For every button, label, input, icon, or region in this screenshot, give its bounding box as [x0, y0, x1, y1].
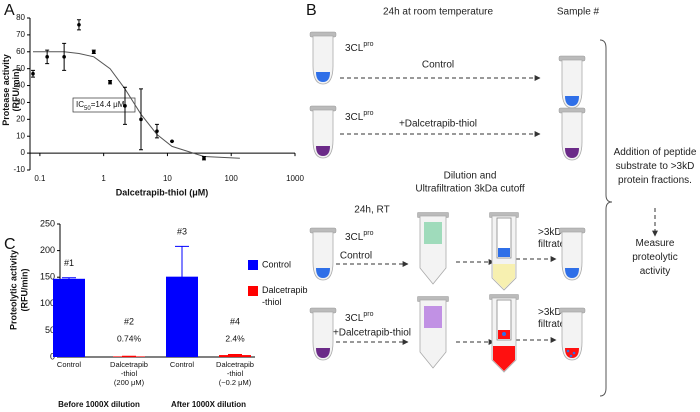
x-tick-label: 0.1	[34, 174, 46, 183]
data-point	[91, 49, 96, 54]
legend-swatch	[248, 286, 258, 296]
y-tick-label: 10	[16, 131, 25, 140]
y-tick-label: 100	[40, 298, 55, 308]
percent-label: 0.74%	[117, 333, 142, 343]
panel-label: B	[306, 2, 317, 19]
fraction-label: >3kD-filtrate	[538, 227, 566, 250]
x-tick-label: 1000	[286, 174, 304, 183]
y-axis-title: Protease activity(RFU/min)	[1, 54, 21, 126]
data-point	[45, 55, 49, 59]
filtrate	[493, 346, 515, 371]
y-tick-label: 60	[16, 47, 25, 56]
liquid	[565, 268, 579, 278]
y-tick-label: 80	[16, 13, 25, 22]
legend-label: Dalcetrapib -thiol	[262, 285, 308, 307]
step-label: Addition of peptide substrate to >3kD prot…	[614, 147, 697, 186]
fraction-label: >3kD-filtrate	[538, 307, 566, 330]
data-point	[62, 55, 66, 59]
enzyme-label: 3CLpro	[345, 110, 374, 122]
liquid	[565, 96, 579, 106]
y-tick-label: 50	[16, 64, 25, 73]
liquid	[316, 268, 330, 278]
data-point	[202, 156, 206, 160]
error-bar	[62, 277, 76, 281]
bar-label: #3	[177, 227, 187, 237]
y-tick-label: 70	[16, 30, 25, 39]
y-tick-label: 50	[45, 325, 55, 335]
x-tick-label: 10	[163, 174, 172, 183]
bar-label: #4	[230, 316, 240, 326]
y-tick-label: 20	[16, 114, 25, 123]
enzyme-label: 3CLpro	[345, 41, 374, 53]
x-tick-label: Dalcetrapib -thiol (200 μM)	[110, 360, 148, 387]
error-bar	[228, 354, 242, 357]
panel-c: C Proteolytic activity(RFU/min) 0 50 100 15…	[4, 218, 308, 409]
legend-swatch	[248, 260, 258, 270]
panel-label: C	[4, 236, 16, 253]
particle	[566, 349, 570, 353]
condition-label: Control	[340, 251, 372, 262]
brace	[599, 39, 613, 397]
step-label: Measure proteolytic activity	[632, 238, 678, 277]
y-tick-label: -10	[13, 165, 25, 174]
particle	[569, 354, 573, 358]
group-label: Before 1000X dilution	[58, 400, 140, 409]
y-tick-label: 200	[40, 245, 55, 255]
data-point	[170, 139, 174, 144]
data-point	[123, 104, 127, 108]
bar	[53, 278, 85, 357]
particle	[502, 332, 506, 336]
step-label: Dilution and Ultrafiltration 3kDa cutoff	[415, 170, 525, 194]
x-axis-title: Dalcetrapib-thiol (μM)	[116, 187, 209, 197]
panel-a: A Protease activity(RFU/min) Dalcetrapib…	[1, 2, 304, 197]
x-tick-label: 1	[101, 174, 106, 183]
data-point	[108, 80, 112, 84]
filtrate	[493, 264, 515, 289]
enzyme-label: 3CLpro	[345, 230, 374, 242]
x-tick-label: 100	[225, 174, 239, 183]
liquid	[565, 148, 579, 158]
bar-label: #1	[64, 258, 74, 268]
y-tick-label: 250	[40, 218, 55, 228]
column-header: Sample #	[557, 7, 600, 18]
error-bar	[175, 245, 189, 308]
liquid	[316, 348, 330, 358]
panel-b: B 24h at room temperature Sample # Contr…	[306, 2, 697, 397]
y-tick-label: 40	[16, 81, 25, 90]
step-label: 24h at room temperature	[383, 7, 493, 18]
liquid	[424, 306, 442, 328]
liquid	[316, 146, 330, 156]
enzyme-label: 3CLpro	[345, 311, 374, 323]
annotation: IC50=14.4 μM	[76, 100, 125, 111]
condition-label: +Dalcetrapib-thiol	[333, 328, 411, 339]
y-tick-label: 0	[50, 351, 55, 361]
data-point	[139, 117, 143, 122]
data-point	[77, 22, 81, 27]
y-tick-label: 150	[40, 272, 55, 282]
condition-label: +Dalcetrapib-thiol	[399, 119, 477, 130]
y-axis-title: Proteolytic activity(RFU/min)	[9, 250, 30, 330]
y-tick-label: 30	[16, 98, 25, 107]
liquid	[424, 222, 442, 244]
data-point	[155, 129, 159, 133]
bar-label: #2	[124, 316, 134, 326]
legend-label: Control	[262, 259, 291, 269]
step-label: 24h, RT	[354, 205, 389, 216]
data-point	[31, 71, 35, 76]
particle	[572, 351, 576, 355]
x-tick-label: Control	[170, 360, 195, 369]
liquid	[316, 72, 330, 82]
x-tick-label: Dalcetrapib -thiol (~0.2 μM)	[216, 360, 254, 387]
panel-label: A	[4, 2, 15, 19]
y-tick-label: 0	[21, 148, 26, 157]
retentate	[498, 248, 510, 257]
percent-label: 2.4%	[225, 333, 245, 343]
condition-label: Control	[422, 60, 454, 71]
x-tick-label: Control	[57, 360, 82, 369]
group-label: After 1000X dilution	[171, 400, 246, 409]
